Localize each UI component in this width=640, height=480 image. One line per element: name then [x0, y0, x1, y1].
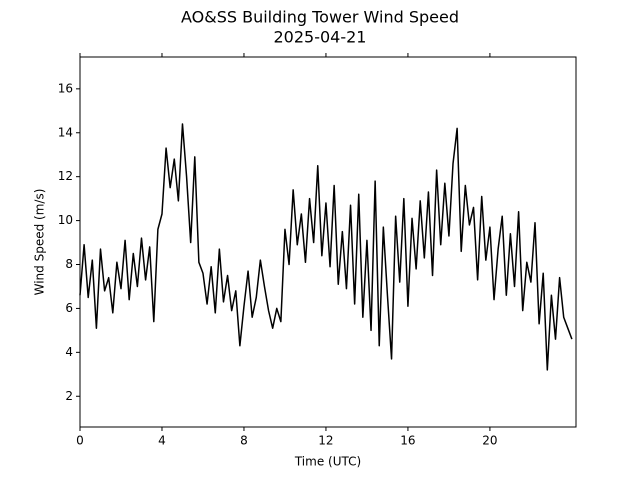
x-tick-label: 16	[400, 434, 415, 448]
plot-frame	[79, 56, 577, 428]
x-tick-label: 12	[318, 434, 333, 448]
x-tick-label: 8	[240, 434, 248, 448]
y-tick-label: 4	[65, 345, 73, 359]
x-tick-label: 4	[158, 434, 166, 448]
y-tick-label: 12	[58, 169, 73, 183]
y-tick-label: 16	[58, 81, 73, 95]
chart-subtitle: 2025-04-21	[274, 28, 367, 47]
y-tick-label: 14	[58, 125, 73, 139]
y-tick-label: 2	[65, 389, 73, 403]
y-tick-label: 6	[65, 301, 73, 315]
y-tick-label: 10	[58, 213, 73, 227]
line-series	[79, 123, 573, 371]
x-tick-label: 20	[482, 434, 497, 448]
x-tick-label: 0	[76, 434, 84, 448]
y-tick-label: 8	[65, 257, 73, 271]
x-axis-label: Time (UTC)	[294, 455, 361, 469]
y-axis-label: Wind Speed (m/s)	[33, 189, 47, 296]
chart-title: AO&SS Building Tower Wind Speed	[181, 8, 459, 27]
